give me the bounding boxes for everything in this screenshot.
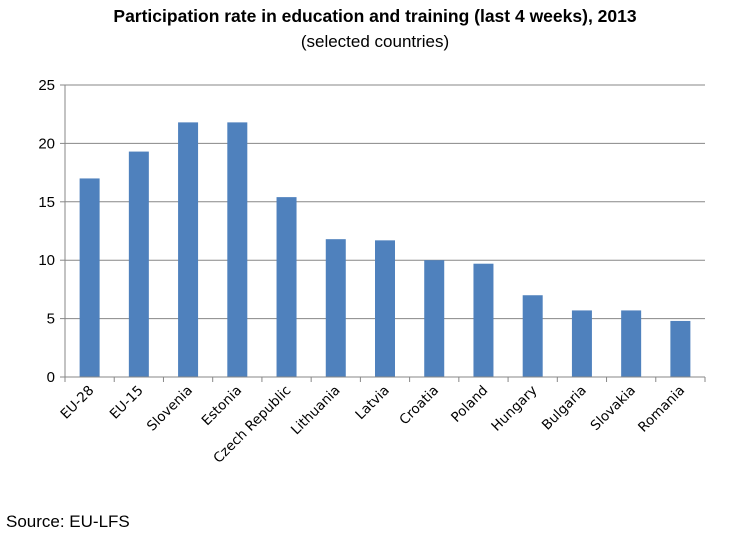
source-note: Source: EU-LFS	[6, 512, 130, 531]
y-tick-label: 0	[47, 369, 55, 386]
x-tick-label: EU-15	[107, 383, 147, 423]
bar	[276, 197, 297, 377]
bar	[473, 263, 494, 377]
bar	[424, 260, 445, 377]
y-tick-label: 25	[38, 77, 55, 94]
x-tick-label: Hungary	[488, 383, 540, 435]
bar	[227, 122, 248, 377]
bar	[178, 122, 199, 377]
axes	[60, 84, 706, 382]
x-tick-label: Romania	[635, 383, 688, 436]
bar	[571, 310, 592, 377]
y-tick-label: 15	[38, 194, 55, 211]
bar	[621, 310, 642, 377]
y-tick-label: 5	[47, 311, 55, 328]
x-tick-label: EU-28	[58, 383, 98, 423]
x-tick-label: Poland	[448, 383, 491, 426]
x-tick-label: Estonia	[199, 383, 245, 429]
bars	[79, 122, 691, 377]
bar	[522, 295, 543, 377]
x-tick-label: Lithuania	[288, 383, 344, 439]
bar	[325, 239, 346, 377]
y-tick-label: 10	[38, 252, 55, 269]
x-tick-label: Bulgaria	[539, 383, 590, 434]
y-tick-labels: 0 5 10 15 20 25	[38, 77, 55, 386]
bar	[79, 178, 100, 377]
x-tick-label: Latvia	[352, 383, 392, 423]
y-tick-label: 20	[38, 135, 55, 152]
bar	[128, 151, 149, 377]
bar	[375, 240, 395, 377]
chart-title: Participation rate in education and trai…	[113, 6, 637, 26]
chart-subtitle: (selected countries)	[300, 32, 450, 51]
bar	[670, 320, 691, 377]
x-tick-label: Slovakia	[588, 383, 639, 434]
x-tick-label: Slovenia	[144, 383, 196, 435]
x-tick-label: Croatia	[396, 383, 442, 429]
